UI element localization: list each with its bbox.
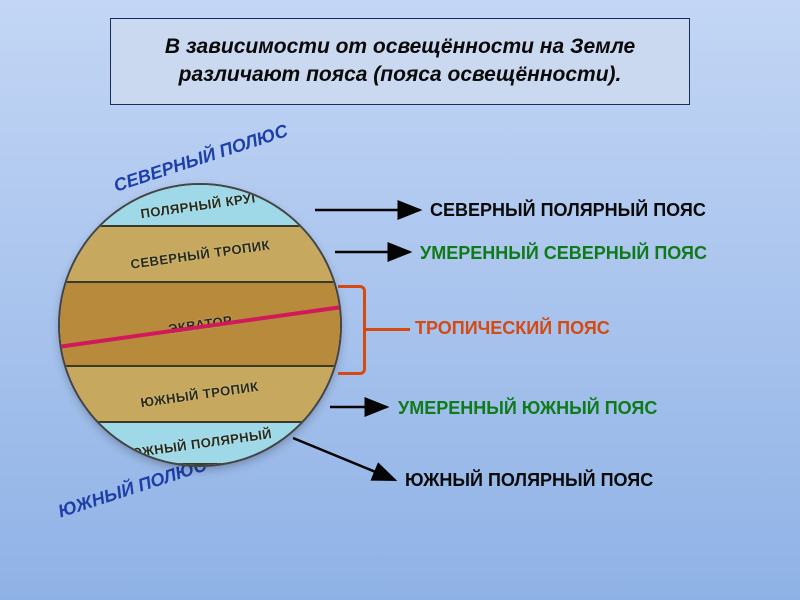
globe-band-label-0: ПОЛЯРНЫЙ КРУГ [140,189,261,221]
tropical-lead-line [366,328,410,331]
zone-north-temperate: УМЕРЕННЫЙ СЕВЕРНЫЙ ПОЯС [420,243,707,264]
globe-band-label-3: ЮЖНЫЙ ТРОПИК [140,378,260,409]
globe-band-label-1: СЕВЕРНЫЙ ТРОПИК [129,237,270,271]
title-box: В зависимости от освещённости на Земле р… [110,18,690,105]
globe-band-label-4: ЮЖНЫЙ ПОЛЯРНЫЙ [127,426,272,461]
globe-band-1: СЕВЕРНЫЙ ТРОПИК [60,227,340,283]
zone-tropical: ТРОПИЧЕСКИЙ ПОЯС [415,318,610,339]
title-text: В зависимости от освещённости на Земле р… [165,35,635,86]
globe-band-0: ПОЛЯРНЫЙ КРУГ [60,185,340,227]
zone-south-temperate: УМЕРЕННЫЙ ЮЖНЫЙ ПОЯС [398,398,657,419]
tropical-bracket [338,285,366,375]
globe: ПОЛЯРНЫЙ КРУГСЕВЕРНЫЙ ТРОПИКЭКВАТОРЮЖНЫЙ… [60,185,340,465]
globe-band-4: ЮЖНЫЙ ПОЛЯРНЫЙ [60,423,340,465]
globe-band-3: ЮЖНЫЙ ТРОПИК [60,367,340,423]
zone-south-polar: ЮЖНЫЙ ПОЛЯРНЫЙ ПОЯС [405,470,653,491]
zone-north-polar: СЕВЕРНЫЙ ПОЛЯРНЫЙ ПОЯС [430,200,706,221]
